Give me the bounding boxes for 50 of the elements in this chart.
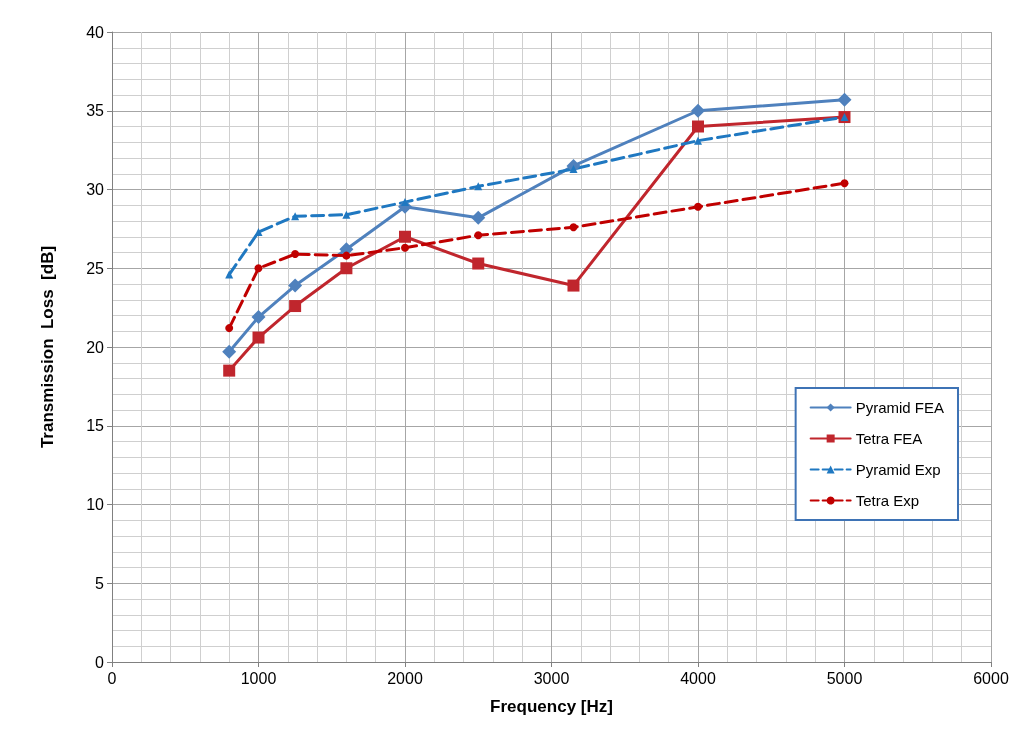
point bbox=[342, 210, 351, 219]
x-tick-label: 0 bbox=[107, 669, 117, 687]
point bbox=[472, 257, 485, 270]
point bbox=[342, 251, 351, 260]
point bbox=[401, 243, 409, 252]
legend-label: Pyramid FEA bbox=[855, 399, 945, 416]
point bbox=[691, 103, 705, 118]
y-tick-label: 15 bbox=[86, 417, 105, 435]
point bbox=[840, 179, 849, 188]
point bbox=[569, 223, 578, 232]
x-axis-title: Frequency [Hz] bbox=[490, 697, 613, 716]
x-tick-label: 3000 bbox=[533, 669, 570, 687]
legend-label: Pyramid Exp bbox=[855, 461, 941, 478]
point bbox=[289, 300, 302, 313]
point bbox=[291, 250, 300, 259]
point bbox=[254, 264, 263, 273]
y-tick-label: 30 bbox=[86, 181, 105, 198]
x-tick-label: 1000 bbox=[240, 669, 277, 687]
point bbox=[692, 120, 704, 133]
point bbox=[251, 310, 266, 325]
x-tick-label: 4000 bbox=[680, 669, 716, 687]
y-axis-title: Transmission Loss [dB] bbox=[38, 245, 57, 449]
y-tick-label: 5 bbox=[95, 574, 105, 592]
y-tick-label: 25 bbox=[86, 259, 105, 277]
point bbox=[223, 364, 236, 377]
x-tick-label: 2000 bbox=[387, 669, 423, 687]
y-tick-label: 40 bbox=[86, 23, 105, 41]
legend-label: Tetra FEA bbox=[855, 430, 923, 447]
point bbox=[399, 230, 411, 243]
x-tick-label: 5000 bbox=[826, 669, 863, 687]
point bbox=[340, 262, 353, 275]
point bbox=[252, 331, 265, 344]
point bbox=[694, 136, 702, 145]
y-tick-label: 35 bbox=[86, 102, 105, 120]
y-tick-label: 0 bbox=[95, 653, 105, 671]
x-tick-label: 6000 bbox=[973, 669, 1009, 687]
point bbox=[288, 278, 303, 293]
legend-label: Tetra Exp bbox=[855, 492, 920, 509]
point bbox=[474, 231, 483, 240]
point bbox=[222, 344, 237, 359]
point bbox=[254, 228, 263, 237]
y-tick-label: 10 bbox=[86, 496, 105, 513]
point bbox=[694, 202, 702, 211]
y-tick-label: 20 bbox=[86, 338, 105, 356]
point bbox=[837, 92, 852, 107]
point bbox=[471, 210, 486, 225]
point bbox=[225, 324, 234, 333]
point bbox=[401, 198, 409, 207]
point bbox=[225, 270, 234, 279]
point bbox=[567, 279, 580, 292]
